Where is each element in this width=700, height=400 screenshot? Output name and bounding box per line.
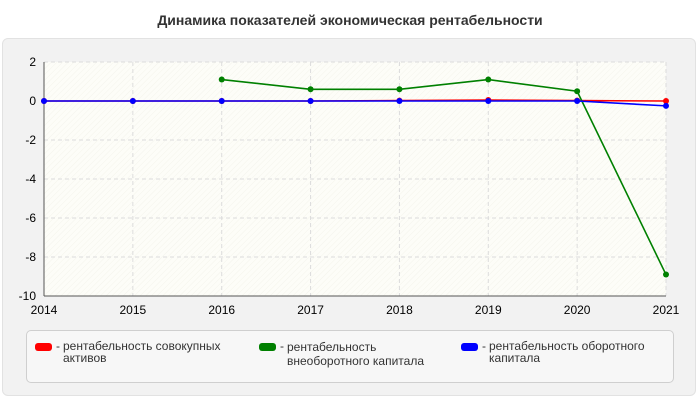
legend-line-2: капитала [489,351,541,365]
y-tick-label: -10 [19,289,37,303]
y-tick-label: -4 [25,172,36,186]
legend-line-2: внеоборотного капитала [287,354,424,368]
x-tick-label: 2021 [653,303,680,317]
data-point-1 [663,271,669,278]
legend-label-fixed-capital: рентабельность внеоборотного капитала [287,340,424,368]
legend-line-1: рентабельность [287,340,377,354]
data-point-1 [485,76,492,83]
data-point-2 [129,98,136,104]
legend-line-1: рентабельность совокупных [63,339,221,353]
series-line-1 [221,78,667,275]
legend-swatch-total-assets [35,343,52,351]
legend-dash: - [280,339,284,353]
data-point-2 [396,98,403,104]
y-tick-label: 0 [29,94,36,108]
legend-line-2: активов [63,351,107,365]
data-point-2 [41,98,47,104]
y-tick-label: -6 [25,211,36,225]
data-point-0 [663,98,669,104]
legend-dash: - [56,339,60,353]
data-point-2 [218,98,225,104]
x-tick-label: 2014 [31,303,58,317]
legend-swatch-fixed-capital [259,343,276,351]
data-point-1 [396,86,403,93]
legend-item-total-assets[interactable]: - рентабельность совокупных активов [35,340,221,364]
x-tick-label: 2015 [120,303,147,317]
x-tick-label: 2016 [208,303,235,317]
y-tick-label: -8 [25,250,36,264]
x-tick-label: 2020 [564,303,591,317]
data-point-1 [218,76,225,83]
y-tick-label: -2 [25,133,36,147]
data-point-1 [574,88,581,95]
x-tick-label: 2019 [475,303,502,317]
legend-item-fixed-capital[interactable]: - рентабельность внеоборотного капитала [259,340,424,368]
x-tick-label: 2017 [297,303,324,317]
legend-line-1: рентабельность оборотного [489,339,645,353]
legend-item-working-capital[interactable]: - рентабельность оборотного капитала [461,340,645,364]
legend-swatch-working-capital [461,343,478,351]
series-line-2 [44,100,667,107]
legend-label-total-assets: рентабельность совокупных активов [63,340,221,364]
data-point-1 [307,86,314,93]
y-tick-label: 2 [29,55,36,69]
data-point-2 [485,98,492,104]
legend-dash: - [482,339,486,353]
legend: - рентабельность совокупных активов - ре… [26,330,674,383]
data-point-2 [663,102,669,109]
chart-title: Динамика показателей экономическая рента… [157,12,543,28]
data-point-2 [574,98,581,104]
x-tick-label: 2018 [386,303,413,317]
data-point-2 [307,98,314,104]
legend-label-working-capital: рентабельность оборотного капитала [489,340,645,364]
